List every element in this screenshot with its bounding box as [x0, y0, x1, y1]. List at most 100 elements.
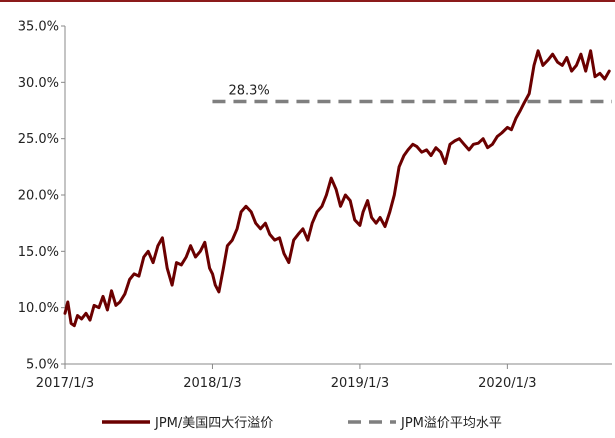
premium-data-point [226, 244, 229, 247]
premium-data-point [439, 151, 442, 153]
premium-data-point [73, 324, 76, 327]
average-line-group: 28.3% [212, 83, 612, 104]
premium-data-point [463, 143, 465, 146]
premium-data-point [537, 49, 539, 52]
premium-data-point [199, 250, 202, 253]
premium-data-point [565, 56, 568, 59]
premium-data-point [189, 244, 192, 247]
premium-data-point [106, 309, 109, 311]
premium-data-point [599, 72, 601, 75]
premium-data-point [208, 267, 211, 270]
premium-data-point [366, 199, 369, 202]
premium-data-point [412, 143, 414, 146]
premium-data-point [570, 70, 573, 72]
premium-data-point [194, 256, 197, 258]
premium-data-point [575, 64, 578, 67]
premium-data-point [254, 222, 257, 224]
premium-data-point [70, 322, 72, 325]
premium-data-point [325, 194, 328, 196]
legend-label-premium: JPM/美国四大行溢价 [154, 416, 273, 431]
premium-data-point [283, 252, 285, 255]
premium-data-point [133, 273, 135, 275]
premium-data-point [425, 149, 428, 151]
premium-series-line [63, 49, 611, 328]
premium-data-point [264, 222, 267, 224]
premium-data-point [403, 154, 405, 157]
y-axis: 5.0% 10.0% 15.0% 20.0% 25.0% 30.0% 35.0% [18, 20, 66, 373]
premium-data-point [269, 233, 271, 236]
y-tick-label: 35.0% [18, 20, 59, 35]
premium-data-point [98, 306, 100, 309]
premium-data-point [486, 146, 489, 149]
x-tick-label: 2019/1/3 [331, 376, 389, 391]
premium-data-point [214, 284, 217, 286]
premium-data-point [435, 146, 437, 149]
premium-data-point [454, 140, 456, 142]
premium-data-point [76, 314, 79, 317]
premium-data-point [311, 222, 314, 224]
premium-data-point [115, 304, 117, 307]
premium-data-point [393, 194, 396, 196]
premium-data-point [166, 267, 169, 270]
premium-data-point [482, 137, 484, 140]
premium-data-point [180, 264, 183, 266]
premium-data-point [510, 128, 513, 131]
premium-data-point [142, 256, 145, 258]
premium-data-point [556, 61, 559, 63]
premium-data-point [240, 211, 242, 213]
premium-data-point [123, 293, 126, 295]
premium-data-point [273, 239, 276, 241]
y-tick-label: 15.0% [18, 245, 59, 260]
premium-data-point [128, 278, 131, 281]
premium-data-point [603, 78, 606, 80]
x-tick-label: 2017/1/3 [36, 376, 94, 391]
premium-data-point [93, 304, 95, 307]
premium-data-point [384, 225, 386, 228]
premium-data-point [491, 143, 494, 146]
premium-data-point [389, 211, 391, 213]
premium-data-point [379, 216, 381, 219]
premium-data-point [589, 49, 592, 52]
y-tick-label: 5.0% [26, 358, 59, 373]
premium-data-point [515, 117, 517, 120]
premium-data-point [398, 166, 400, 168]
premium-data-point [407, 149, 409, 151]
premium-data-point [89, 319, 91, 321]
premium-data-point [594, 75, 596, 78]
premium-data-point [316, 211, 318, 213]
premium-data-point [110, 289, 113, 292]
premium-data-point [339, 205, 342, 208]
premium-data-point [175, 261, 178, 264]
premium-data-point [171, 284, 173, 286]
premium-data-point [468, 149, 470, 151]
y-tick-label: 10.0% [18, 301, 59, 316]
series-group [63, 49, 611, 328]
premium-data-point [551, 53, 554, 55]
premium-data-point [344, 194, 347, 196]
x-tick-label: 2018/1/3 [183, 376, 241, 391]
premium-data-point [231, 239, 234, 241]
premium-data-point [523, 101, 526, 104]
premium-data-point [302, 228, 304, 230]
y-tick-label: 25.0% [18, 132, 59, 147]
premium-data-point [584, 70, 587, 72]
premium-data-point [222, 267, 225, 270]
premium-data-point [496, 135, 499, 138]
premium-data-point [580, 53, 582, 55]
premium-data-point [119, 301, 121, 303]
average-label: 28.3% [228, 83, 269, 98]
premium-data-point [102, 295, 104, 298]
premium-data-point [259, 228, 262, 230]
premium-data-point [297, 233, 299, 236]
y-tick-label: 20.0% [18, 189, 59, 204]
premium-data-point [335, 188, 337, 191]
x-tick-label: 2020/1/3 [478, 376, 536, 391]
premium-data-point [330, 177, 333, 179]
premium-data-point [245, 205, 247, 208]
premium-data-point [64, 312, 66, 315]
premium-data-point [449, 143, 451, 146]
premium-data-point [203, 241, 206, 244]
x-axis: 2017/1/3 2018/1/3 2019/1/3 2020/1/3 [36, 363, 612, 391]
premium-data-point [430, 154, 432, 157]
